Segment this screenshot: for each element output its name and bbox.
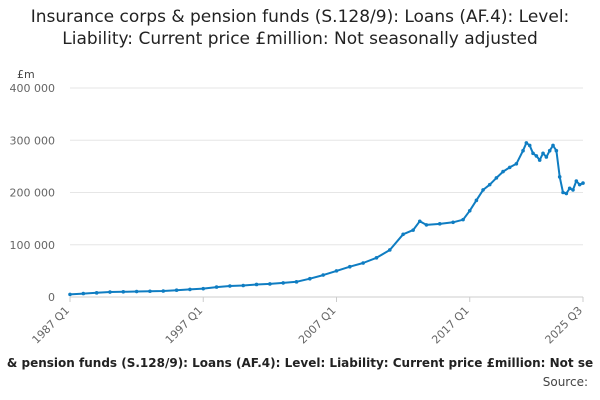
- legend-series-label: & pension funds (S.128/9): Loans (AF.4):…: [6, 356, 594, 370]
- data-point: [554, 148, 559, 153]
- y-tick-label: 0: [48, 291, 55, 304]
- data-point: [294, 280, 299, 284]
- data-point: [417, 219, 422, 224]
- data-point: [268, 282, 272, 286]
- data-point: [551, 143, 555, 148]
- data-point: [574, 179, 579, 183]
- y-tick-label: 300 000: [10, 134, 56, 147]
- data-point: [544, 155, 549, 159]
- data-point: [121, 289, 126, 294]
- data-point: [547, 148, 552, 153]
- data-point: [308, 276, 312, 281]
- x-tick-label: 2017 Q1: [429, 304, 472, 347]
- data-point: [134, 289, 139, 294]
- data-point: [321, 273, 325, 277]
- data-point: [507, 165, 512, 170]
- data-point: [161, 289, 166, 293]
- data-point: [521, 148, 525, 153]
- source-label: Source:: [542, 375, 588, 389]
- y-tick-label: 100 000: [10, 239, 56, 252]
- x-tick-label: 1987 Q1: [30, 304, 73, 347]
- data-point: [534, 154, 539, 158]
- data-point: [524, 141, 529, 145]
- data-point: [481, 188, 485, 192]
- data-point: [148, 289, 152, 294]
- data-point: [571, 188, 575, 192]
- data-point: [401, 232, 405, 237]
- legend: & pension funds (S.128/9): Loans (AF.4):…: [0, 356, 600, 370]
- data-point: [174, 288, 179, 293]
- data-point: [94, 291, 99, 295]
- data-point: [514, 161, 519, 166]
- data-point: [557, 175, 562, 179]
- data-point: [188, 287, 192, 292]
- data-point: [437, 222, 442, 226]
- data-point: [501, 169, 505, 174]
- data-point: [461, 217, 465, 222]
- gridlines: [70, 87, 583, 298]
- data-point: [531, 151, 535, 156]
- data-point: [487, 182, 492, 187]
- data-point: [81, 291, 86, 296]
- x-tick-label: 1997 Q1: [163, 304, 206, 347]
- data-point: [577, 182, 582, 187]
- data-point: [494, 176, 499, 180]
- data-point: [411, 228, 415, 232]
- y-tick-label: 200 000: [10, 187, 56, 200]
- data-point: [68, 292, 72, 297]
- data-point: [424, 223, 429, 227]
- x-tick-label: 2007 Q1: [296, 304, 339, 347]
- series-layer: [68, 141, 585, 297]
- data-point: [467, 208, 472, 213]
- x-axis-ticks: 1987 Q1 1997 Q1 2007 Q1 2017 Q1 2025 Q3: [30, 297, 586, 347]
- data-point: [361, 261, 365, 265]
- data-point: [541, 151, 545, 156]
- series-line: [69, 141, 584, 296]
- data-point: [228, 284, 232, 288]
- y-tick-label: 400 000: [10, 82, 56, 95]
- data-point: [387, 248, 392, 252]
- data-point: [527, 143, 532, 148]
- data-point: [567, 186, 572, 191]
- chart-title: Insurance corps & pension funds (S.128/9…: [30, 7, 570, 49]
- data-point: [201, 286, 206, 291]
- data-point: [474, 198, 479, 203]
- data-point: [281, 281, 285, 285]
- data-point: [374, 256, 379, 260]
- data-point: [537, 158, 542, 162]
- x-tick-label: 2025 Q3: [543, 304, 586, 347]
- data-point: [214, 285, 219, 289]
- data-point: [564, 191, 569, 196]
- y-axis-unit-label: £m: [17, 68, 35, 81]
- data-point: [334, 269, 339, 273]
- data-point: [108, 290, 112, 294]
- data-point: [241, 283, 246, 288]
- data-point: [451, 220, 455, 225]
- data-point: [254, 282, 259, 287]
- data-point: [561, 190, 565, 195]
- data-point: [348, 264, 352, 269]
- data-point: [581, 181, 585, 185]
- y-axis-ticks: 0 100 000 200 000 300 000 400 000: [10, 82, 56, 304]
